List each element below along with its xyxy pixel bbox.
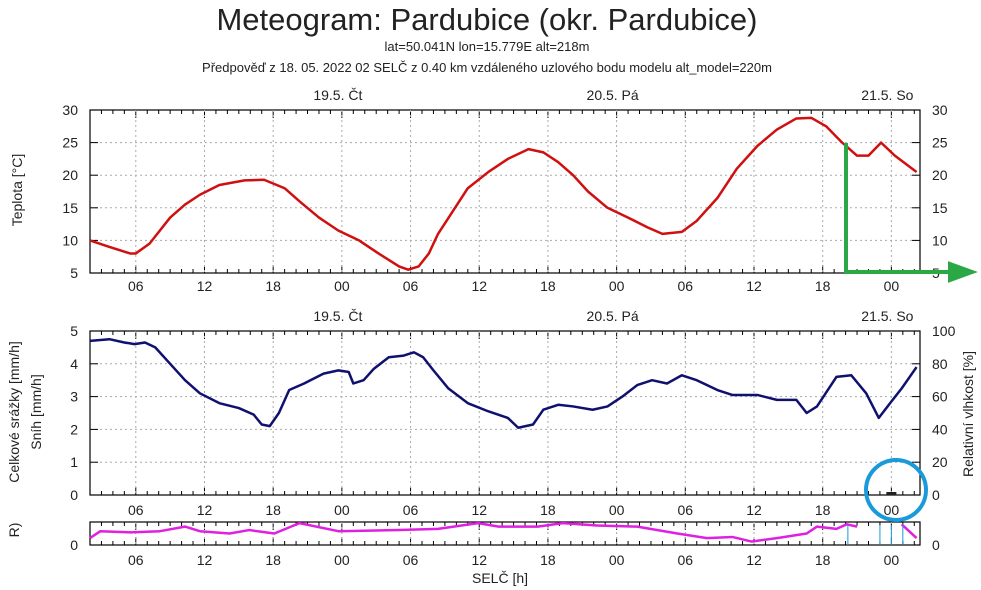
magenta-line [900, 523, 918, 540]
temp-panel-right-tick-label: 25 [932, 135, 948, 151]
temp-panel-x-tick-label: 00 [334, 278, 350, 294]
temp-panel-frame [89, 109, 921, 274]
temp-panel-x-tick-label: 06 [128, 278, 144, 294]
temp-panel-y-tick-label: 10 [62, 232, 78, 248]
precip-panel-y-tick-label: 1 [70, 454, 78, 470]
precip-panel-day-label: 19.5. Čt [313, 308, 362, 324]
precip-panel-x-tick-label: 06 [678, 502, 694, 518]
temp-panel-day-label: 19.5. Čt [313, 87, 362, 103]
bottom-axis-label: R) [6, 523, 22, 538]
precip-panel-day-label: 21.5. So [861, 308, 913, 324]
temp-panel-y-tick-label: 5 [70, 265, 78, 281]
temp-panel-x-tick-label: 00 [884, 278, 900, 294]
bottom-panel-x-tick-label: 12 [746, 552, 762, 568]
temp-panel-x-tick-label: 00 [609, 278, 625, 294]
chart-title: Meteogram: Pardubice (okr. Pardubice) [216, 2, 757, 37]
temp-panel-day-label: 21.5. So [861, 87, 913, 103]
bottom-panel-x-tick-label: 18 [265, 552, 281, 568]
bottom-panel-right-tick-label: 0 [932, 537, 940, 553]
precip-panel-y-tick-label: 3 [70, 389, 78, 405]
precip-panel-x-tick-label: 00 [609, 502, 625, 518]
temp-panel-right-tick-label: 10 [932, 232, 948, 248]
temp-panel-x-tick-label: 06 [403, 278, 419, 294]
temp-panel-x-tick-label: 12 [471, 278, 487, 294]
precip-panel-right-tick-label: 80 [932, 356, 948, 372]
precip-panel-y-tick-label: 4 [70, 356, 78, 372]
precip-panel-x-tick-label: 12 [471, 502, 487, 518]
temp-panel-right-tick-label: 30 [932, 102, 948, 118]
precip-panel-x-tick-label: 18 [540, 502, 556, 518]
precip-panel-day-label: 20.5. Pá [587, 308, 639, 324]
humidity-line [89, 337, 918, 430]
precip-bar [886, 492, 897, 495]
bottom-panel-frame [89, 521, 921, 546]
bottom-panel-x-tick-label: 12 [197, 552, 213, 568]
precip-panel-frame [89, 330, 921, 496]
humidity-axis-label: Relativní vlhkost [%] [960, 351, 976, 477]
precip-panel-right-tick-label: 100 [932, 323, 956, 339]
precip-panel-x-tick-label: 06 [403, 502, 419, 518]
precip-panel-x-tick-label: 12 [197, 502, 213, 518]
precip-panel-right-tick-label: 60 [932, 389, 948, 405]
temperature-line [89, 116, 918, 271]
magenta-line [89, 521, 858, 543]
precip-panel-y-tick-label: 2 [70, 421, 78, 437]
bottom-panel-y-tick-label: 0 [70, 537, 78, 553]
temp-panel-day-label: 20.5. Pá [587, 87, 639, 103]
temp-panel-right-tick-label: 20 [932, 167, 948, 183]
temp-panel-x-tick-label: 12 [746, 278, 762, 294]
temp-panel-y-tick-label: 20 [62, 167, 78, 183]
bottom-panel-x-tick-label: 00 [609, 552, 625, 568]
precip-axis-label: Celkové srážky [mm/h] [6, 341, 22, 483]
temp-panel-x-tick-label: 18 [815, 278, 831, 294]
precip-panel-x-tick-label: 18 [265, 502, 281, 518]
annotation-arrow [844, 143, 978, 283]
chart-subtitle-location: lat=50.041N lon=15.779E alt=218m [385, 39, 590, 54]
bottom-panel-x-tick-label: 06 [403, 552, 419, 568]
precip-panel-x-tick-label: 12 [746, 502, 762, 518]
bottom-panel-x-tick-label: 12 [471, 552, 487, 568]
bottom-panel-x-tick-label: 06 [128, 552, 144, 568]
snow-axis-label: Sníh [mm/h] [28, 374, 44, 449]
bottom-panel-x-tick-label: 00 [334, 552, 350, 568]
precip-panel-right-tick-label: 0 [932, 487, 940, 503]
annotation-circle [864, 458, 928, 522]
temp-panel-y-tick-label: 25 [62, 135, 78, 151]
temp-panel-x-tick-label: 18 [265, 278, 281, 294]
precip-panel-x-tick-label: 00 [334, 502, 350, 518]
temp-panel-x-tick-label: 12 [197, 278, 213, 294]
bottom-panel-x-tick-label: 18 [540, 552, 556, 568]
precip-panel-x-tick-label: 00 [884, 502, 900, 518]
precip-panel-y-tick-label: 0 [70, 487, 78, 503]
bottom-panel-x-tick-label: 18 [815, 552, 831, 568]
x-axis-title: SELČ [h] [472, 570, 528, 586]
chart-subtitle-forecast: Předpověď z 18. 05. 2022 02 SELČ z 0.40 … [202, 60, 772, 75]
bottom-panel-x-tick-label: 00 [884, 552, 900, 568]
precip-panel-y-tick-label: 5 [70, 323, 78, 339]
bottom-panel-x-tick-label: 06 [678, 552, 694, 568]
temp-panel-x-tick-label: 06 [678, 278, 694, 294]
precip-panel-right-tick-label: 40 [932, 421, 948, 437]
temp-panel-y-tick-label: 30 [62, 102, 78, 118]
precip-panel-right-tick-label: 20 [932, 454, 948, 470]
temp-axis-label: Teplota [°C] [9, 154, 25, 227]
precip-panel-x-tick-label: 06 [128, 502, 144, 518]
temp-panel-y-tick-label: 15 [62, 200, 78, 216]
temp-panel-x-tick-label: 18 [540, 278, 556, 294]
precip-panel-x-tick-label: 18 [815, 502, 831, 518]
temp-panel-right-tick-label: 15 [932, 200, 948, 216]
